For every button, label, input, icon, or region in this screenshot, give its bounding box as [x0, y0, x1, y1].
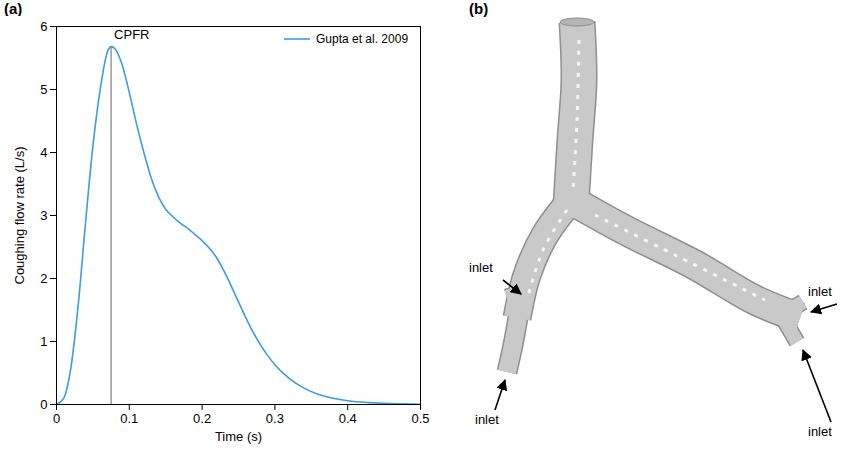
svg-text:Time (s): Time (s) [215, 429, 262, 444]
svg-text:1: 1 [40, 334, 47, 349]
svg-text:0: 0 [40, 397, 47, 412]
svg-text:6: 6 [40, 19, 47, 34]
svg-text:Coughing flow rate (L/s): Coughing flow rate (L/s) [12, 146, 27, 284]
svg-text:0.1: 0.1 [120, 411, 138, 426]
html-text:(b): (b) [469, 0, 489, 17]
svg-text:0.2: 0.2 [193, 411, 211, 426]
svg-text:0: 0 [53, 411, 60, 426]
svg-text:3: 3 [40, 208, 47, 223]
html-text:Gupta et al. 2009: Gupta et al. 2009 [316, 32, 409, 46]
svg-text:4: 4 [40, 145, 47, 160]
svg-text:inlet: inlet [469, 260, 493, 275]
svg-text:2: 2 [40, 271, 47, 286]
svg-text:inlet: inlet [808, 284, 832, 299]
svg-text:0.3: 0.3 [266, 411, 284, 426]
svg-text:5: 5 [40, 82, 47, 97]
svg-text:0.5: 0.5 [411, 411, 429, 426]
svg-text:0.4: 0.4 [339, 411, 357, 426]
html-text:(a): (a) [4, 0, 23, 17]
svg-text:inlet: inlet [475, 412, 499, 427]
svg-text:CPFR: CPFR [114, 27, 149, 42]
svg-text:inlet: inlet [808, 424, 832, 439]
